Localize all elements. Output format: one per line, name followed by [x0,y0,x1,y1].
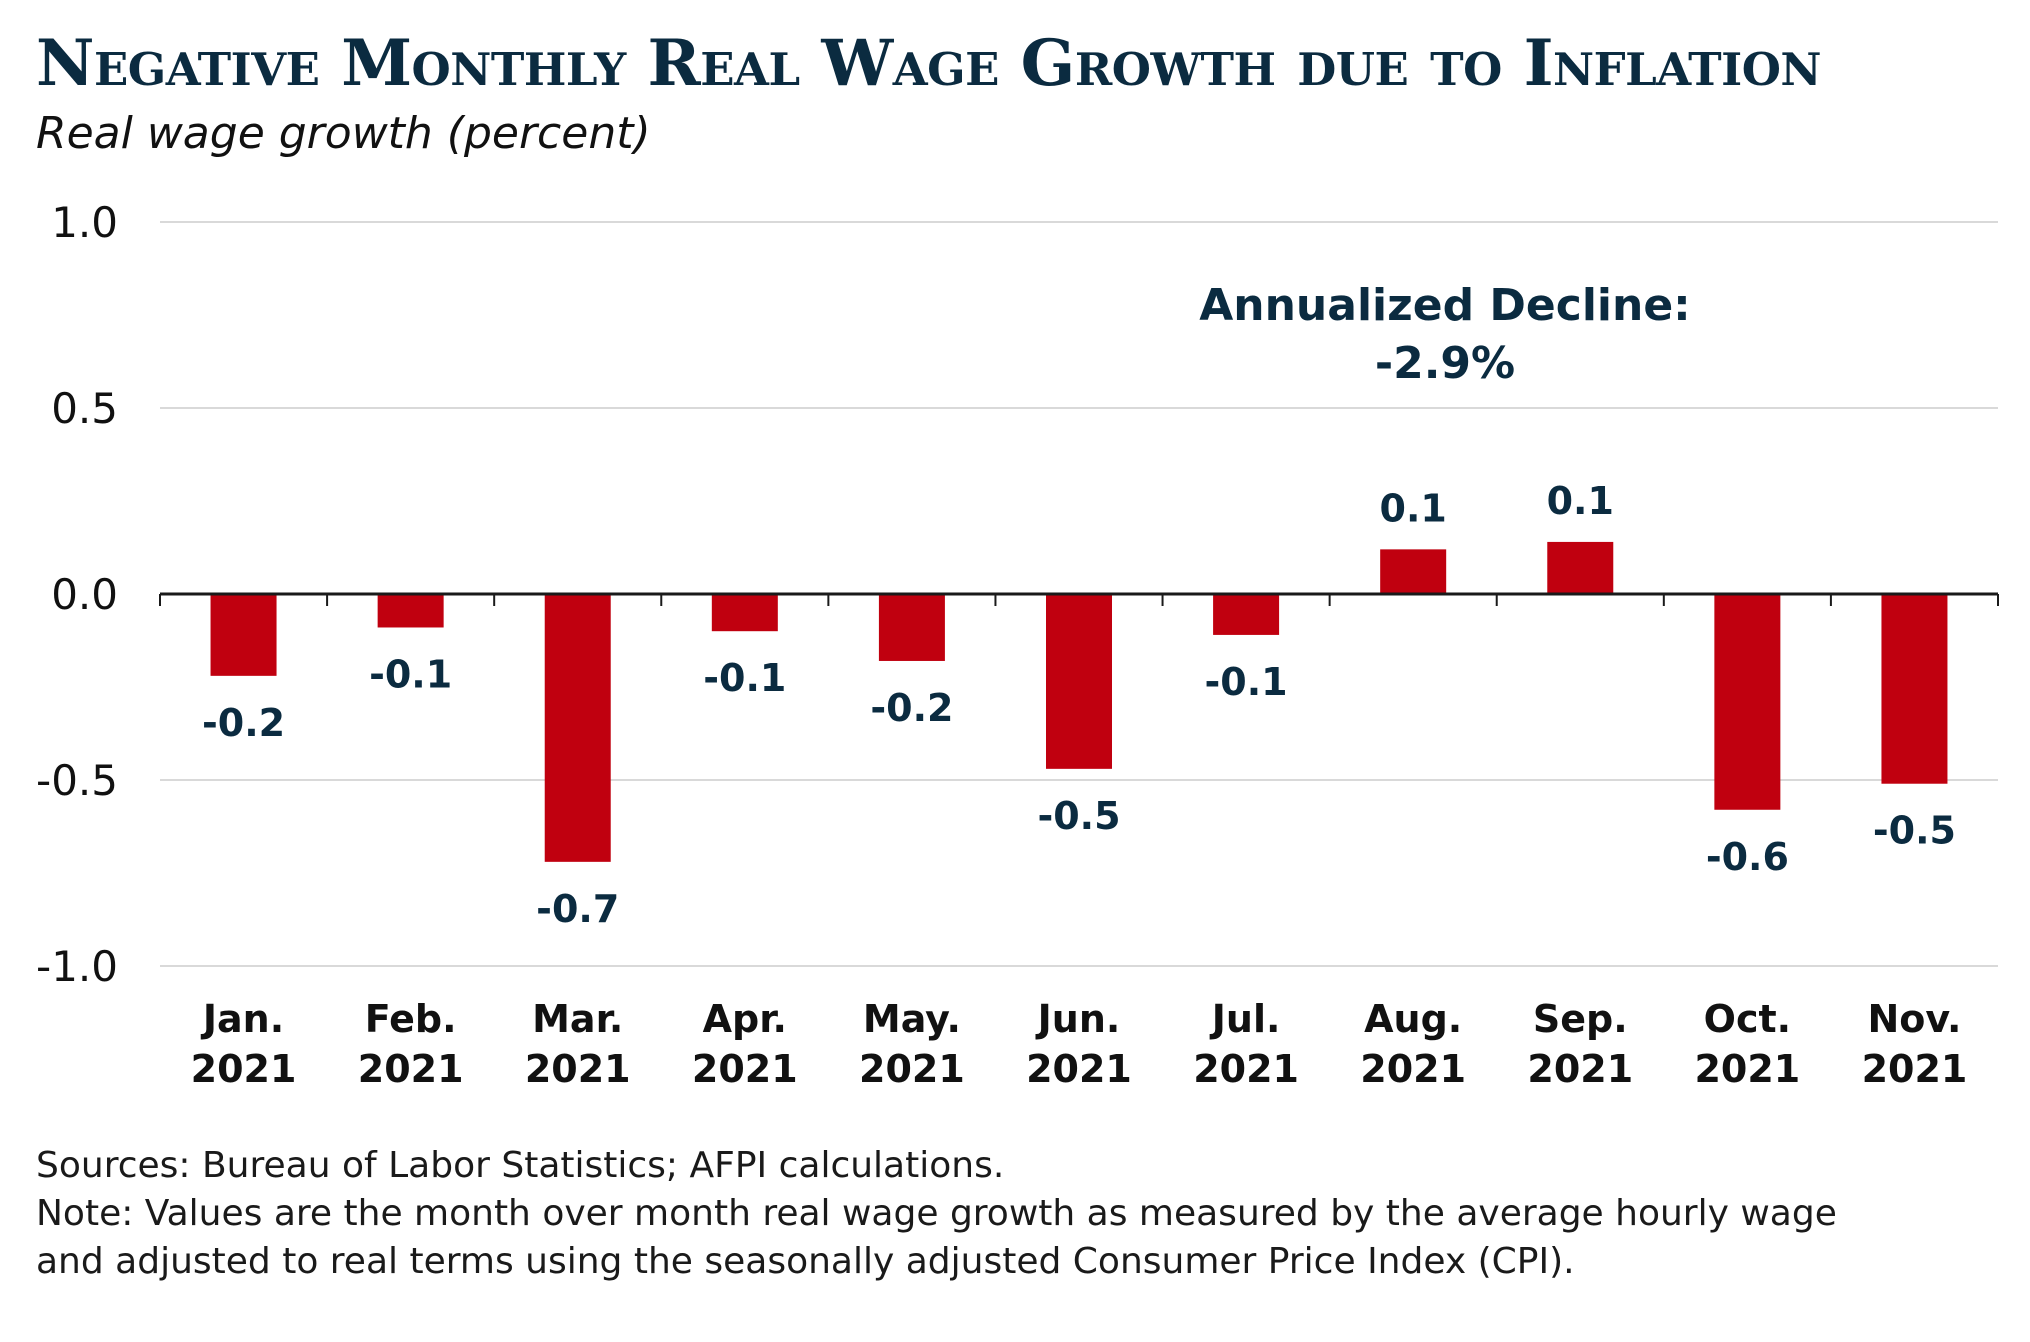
x-tick-label-month: Sep. [1533,997,1628,1041]
x-tick-label-year: 2021 [1360,1047,1466,1091]
chart-notes: Sources: Bureau of Labor Statistics; AFP… [36,1142,2006,1286]
x-tick-label-month: Nov. [1867,997,1961,1041]
bar [1714,594,1781,810]
bar [544,594,611,862]
x-tick-label-year: 2021 [859,1047,965,1091]
x-tick-label-year: 2021 [191,1047,297,1091]
x-tick-label-year: 2021 [1193,1047,1299,1091]
sources-text: Sources: Bureau of Labor Statistics; AFP… [36,1145,1005,1186]
bar [711,594,778,632]
x-tick-label-year: 2021 [1026,1047,1132,1091]
data-label: -0.5 [1037,794,1120,838]
x-axis-tick-labels: Jan. 2021 Feb. 2021 Mar. 2021 Apr. 2021 May. 2021… [191,997,1968,1091]
x-axis [159,592,1999,606]
bar [1881,594,1948,784]
bar [1213,594,1280,635]
bar [878,594,945,661]
y-tick-label: -1.0 [36,942,118,991]
bar [1380,549,1447,594]
bars [210,541,1948,862]
y-tick-label: 0.5 [51,384,118,433]
x-tick-label-year: 2021 [358,1047,464,1091]
note-text-line-2: and adjusted to real terms using the sea… [36,1241,1575,1282]
x-tick-label-year: 2021 [1527,1047,1633,1091]
data-label: -0.7 [536,887,619,931]
x-tick-label-month: Mar. [532,997,623,1041]
x-tick-label-month: Apr. [703,997,787,1041]
x-tick-label-month: Jan. [200,997,284,1041]
x-tick-label-month: Oct. [1704,997,1791,1041]
gridlines [160,221,1998,967]
y-axis-tick-labels: 1.0 0.5 0.0 -0.5 -1.0 [36,198,118,991]
bar [377,594,444,628]
annotation-line-1: Annualized Decline: [1199,280,1691,331]
y-tick-label: -0.5 [36,756,118,805]
data-label: -0.2 [870,686,953,730]
data-label: -0.1 [369,652,452,696]
x-tick-label-month: May. [863,997,961,1041]
data-labels: -0.2 -0.1 -0.7 -0.1 -0.2 -0.5 -0.1 0.1 0.1 -0.6 -0… [202,479,1956,931]
data-label: -0.5 [1873,809,1956,853]
y-tick-label: 1.0 [51,198,118,247]
x-tick-label-year: 2021 [525,1047,631,1091]
chart-subtitle: Real wage growth (percent) [36,108,651,159]
annotation: Annualized Decline: -2.9% [1199,280,1691,389]
x-tick-label-year: 2021 [1862,1047,1968,1091]
y-tick-label: 0.0 [51,570,118,619]
data-label: -0.6 [1706,835,1789,879]
note-text-line-1: Note: Values are the month over month re… [36,1193,1837,1234]
data-label: -0.1 [1205,660,1288,704]
data-label: -0.2 [202,701,285,745]
annotation-line-2: -2.9% [1375,338,1515,389]
data-label: 0.1 [1380,486,1447,530]
data-label: -0.1 [703,656,786,700]
x-tick-label-month: Aug. [1364,997,1462,1041]
chart-title: Negative Monthly Real Wage Growth due to… [36,26,1822,101]
x-tick-label-month: Jun. [1035,997,1121,1041]
data-label: 0.1 [1547,479,1614,523]
bar [1046,594,1112,769]
x-tick-label-month: Jul. [1209,997,1281,1041]
x-tick-label-year: 2021 [1694,1047,1800,1091]
x-tick-label-month: Feb. [365,997,457,1041]
bar [210,594,277,676]
x-tick-label-year: 2021 [692,1047,798,1091]
bar [1547,541,1614,594]
